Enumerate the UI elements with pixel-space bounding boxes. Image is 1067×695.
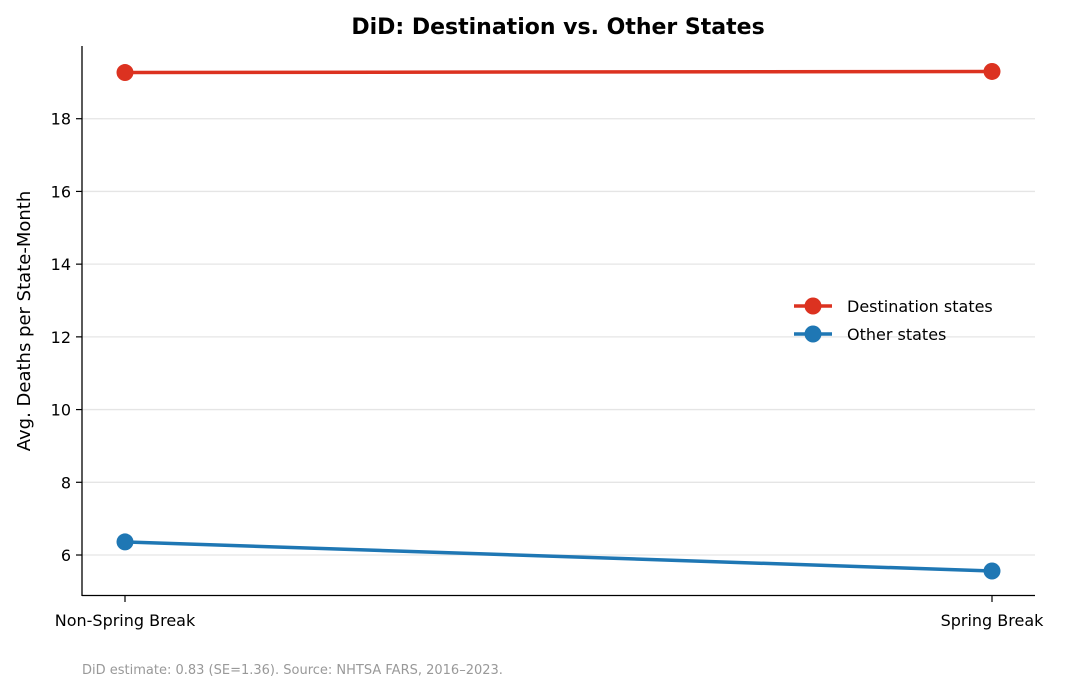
y-tick-label: 16 (51, 182, 71, 201)
data-point (116, 533, 134, 551)
legend-label: Destination states (847, 297, 993, 316)
legend-label: Other states (847, 325, 946, 344)
data-point (983, 562, 1001, 580)
y-tick-label: 10 (51, 401, 71, 420)
y-ticks: 6 8 10 12 14 16 18 (51, 110, 82, 565)
y-tick-label: 12 (51, 328, 71, 347)
data-point (983, 62, 1001, 80)
y-axis-label: Avg. Deaths per State-Month (14, 191, 35, 452)
legend-swatch-marker (804, 297, 822, 315)
x-tick-label: Non-Spring Break (55, 611, 196, 630)
y-tick-label: 6 (61, 546, 71, 565)
y-tick-label: 8 (61, 473, 71, 492)
legend: Destination states Other states (794, 297, 993, 344)
x-ticks: Non-Spring Break Spring Break (55, 596, 1044, 630)
grid (82, 118, 1035, 556)
series-line (124, 69, 993, 75)
chart-title: DiD: Destination vs. Other States (351, 15, 764, 40)
series-line (124, 540, 993, 573)
legend-swatch-marker (804, 325, 822, 343)
y-tick-label: 18 (51, 110, 71, 129)
y-tick-label: 14 (51, 255, 71, 274)
series-group (116, 62, 1001, 580)
footnote: DiD estimate: 0.83 (SE=1.36). Source: NH… (82, 663, 503, 678)
x-tick-label: Spring Break (941, 611, 1045, 630)
data-point (116, 64, 134, 82)
